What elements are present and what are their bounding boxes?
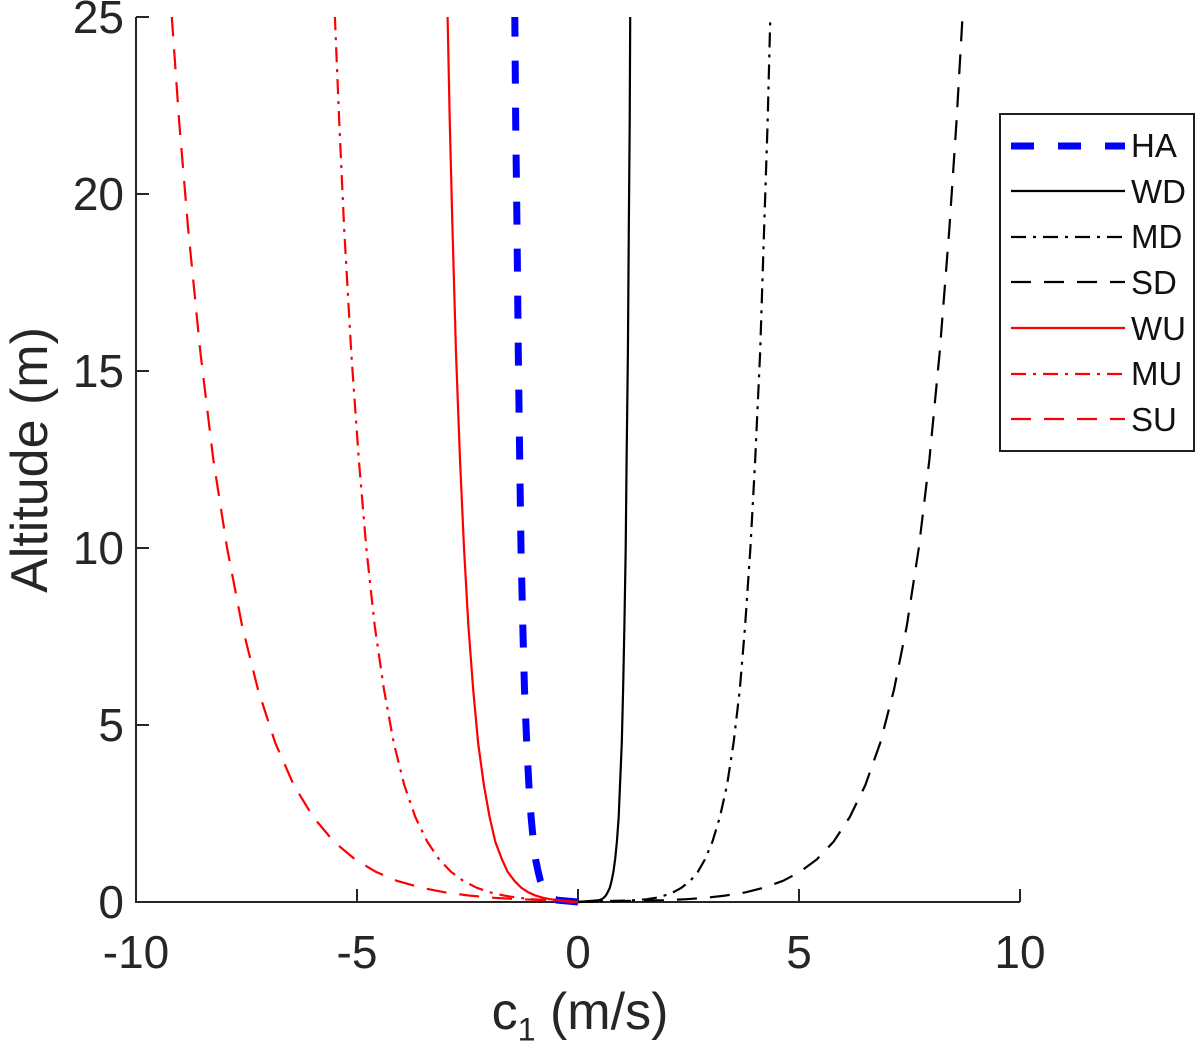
y-tick-label-25: 25 <box>73 0 124 43</box>
curve-SU <box>170 16 579 904</box>
legend-line-sample-MU <box>1011 372 1125 375</box>
legend-line-sample-SU <box>1011 418 1125 421</box>
x-tick-label-10: 10 <box>994 926 1045 978</box>
legend-label-SU: SU <box>1131 400 1177 438</box>
legend-line-sample-MD <box>1011 235 1125 239</box>
legend-item-SD: SD <box>1011 263 1193 301</box>
curve-WD <box>577 16 632 904</box>
legend: HA WD MD SD WU MU SU <box>999 113 1195 452</box>
curve-MU <box>333 16 579 904</box>
y-tick-label-10: 10 <box>73 522 124 574</box>
y-tick-label-15: 15 <box>73 345 124 397</box>
legend-line-sample-HA <box>1011 142 1125 150</box>
x-tick-label--5: -5 <box>337 926 378 978</box>
legend-item-MD: MD <box>1011 218 1193 256</box>
x-axis-label-units: (m/s) <box>535 983 669 1041</box>
legend-item-SU: SU <box>1011 400 1193 438</box>
legend-line-sample-WU <box>1011 326 1125 330</box>
curve-SD <box>577 16 964 904</box>
curves-group <box>170 16 964 906</box>
y-tick-label-0: 0 <box>98 876 124 928</box>
curve-WU <box>446 16 579 904</box>
axis-spine <box>135 17 1020 903</box>
x-tick-label-5: 5 <box>786 926 812 978</box>
legend-item-WU: WU <box>1011 309 1193 347</box>
curve-HA <box>511 16 579 906</box>
legend-label-HA: HA <box>1131 127 1177 165</box>
y-tick-label-5: 5 <box>98 699 124 751</box>
y-axis-label: Altitude (m) <box>1 327 59 593</box>
x-axis-label-subscript: 1 <box>517 1011 536 1048</box>
x-axis-label: c1 (m/s) <box>491 983 669 1046</box>
curve-MD <box>577 16 772 904</box>
legend-label-MD: MD <box>1131 218 1183 256</box>
y-tick-label-20: 20 <box>73 168 124 220</box>
legend-label-SD: SD <box>1131 263 1177 301</box>
legend-item-WD: WD <box>1011 172 1193 210</box>
x-tick-label-0: 0 <box>565 926 591 978</box>
legend-label-WD: WD <box>1131 172 1186 210</box>
legend-label-MU: MU <box>1131 355 1183 393</box>
x-axis-label-base: c <box>491 983 518 1041</box>
legend-item-MU: MU <box>1011 355 1193 393</box>
legend-line-sample-SD <box>1011 281 1125 284</box>
x-tick-label--10: -10 <box>103 926 169 978</box>
legend-item-HA: HA <box>1011 127 1193 165</box>
legend-label-WU: WU <box>1131 309 1186 347</box>
axes-group: -10 -5 0 5 10 0 5 10 15 20 25 <box>73 0 1046 978</box>
legend-line-sample-WD <box>1011 190 1125 193</box>
